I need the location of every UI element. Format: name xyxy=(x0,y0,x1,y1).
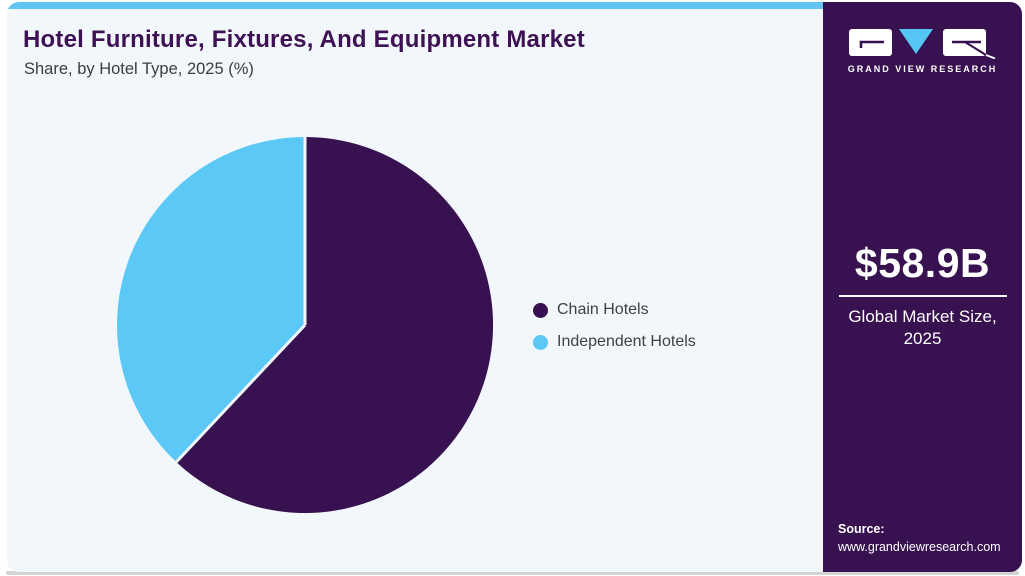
source-url: www.grandviewresearch.com xyxy=(838,540,1001,555)
bottom-shadow-bar xyxy=(6,571,1019,575)
chart-area: Hotel Furniture, Fixtures, And Equipment… xyxy=(7,2,823,572)
legend: Chain Hotels Independent Hotels xyxy=(533,301,696,365)
legend-label: Independent Hotels xyxy=(557,333,696,350)
gvr-logo-icon xyxy=(848,29,995,59)
chart-title: Hotel Furniture, Fixtures, And Equipment… xyxy=(23,26,585,53)
market-size-label: Global Market Size, 2025 xyxy=(848,307,997,349)
market-size-callout: $58.9B Global Market Size, 2025 xyxy=(823,240,1022,350)
legend-item-chain-hotels: Chain Hotels xyxy=(533,301,696,319)
top-accent-bar xyxy=(7,2,823,9)
legend-item-independent-hotels: Independent Hotels xyxy=(533,333,696,351)
source-block: Source: www.grandviewresearch.com xyxy=(838,520,1001,556)
source-label: Source: xyxy=(838,522,885,537)
chart-subtitle: Share, by Hotel Type, 2025 (%) xyxy=(24,60,254,78)
pie-slice-independent-hotels xyxy=(117,137,305,462)
market-size-value: $58.9B xyxy=(854,240,991,286)
pie-slice-chain-hotels xyxy=(176,137,494,513)
pie-chart-svg xyxy=(117,137,494,513)
gvr-logo: GRAND VIEW RESEARCH xyxy=(823,28,1022,74)
sidebar: GRAND VIEW RESEARCH $58.9B Global Market… xyxy=(823,2,1022,572)
legend-swatch-independent-hotels xyxy=(533,334,548,350)
market-size-divider xyxy=(838,295,1007,297)
chart-card: Hotel Furniture, Fixtures, And Equipment… xyxy=(7,2,1022,572)
pie-chart xyxy=(115,135,495,515)
brand-name: GRAND VIEW RESEARCH xyxy=(847,64,998,74)
legend-swatch-chain-hotels xyxy=(533,302,548,318)
slice-separator-lower-left xyxy=(175,323,307,464)
legend-label: Chain Hotels xyxy=(557,301,649,318)
